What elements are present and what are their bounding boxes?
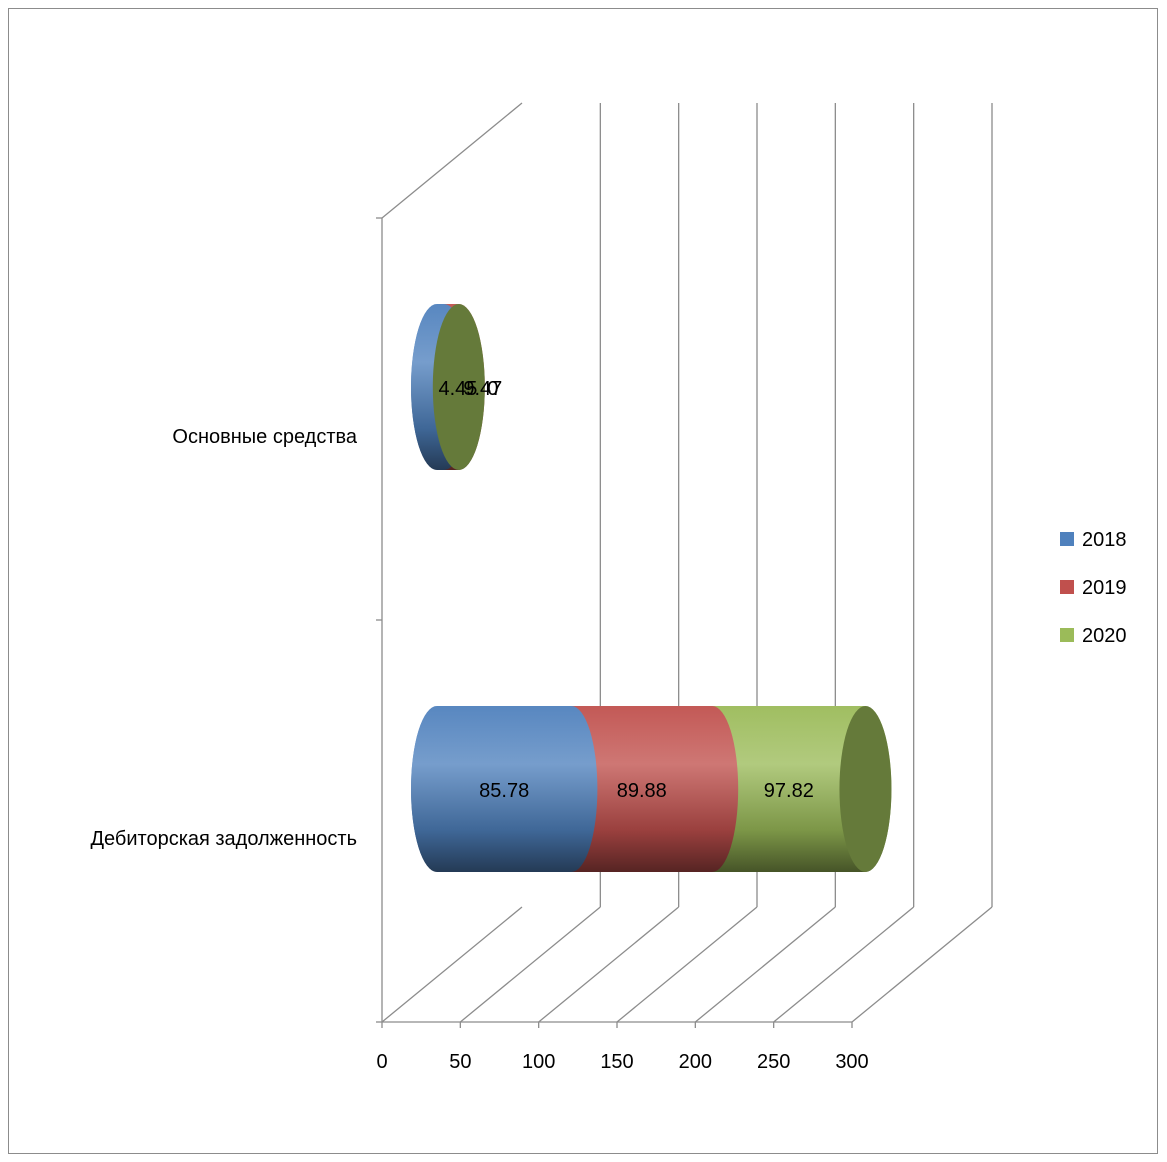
legend-swatch (1060, 628, 1074, 642)
legend-label: 2018 (1082, 529, 1127, 551)
value-label: 0 (487, 378, 498, 400)
value-label: 85.78 (479, 780, 529, 802)
floor-gridline (773, 906, 915, 1023)
bar-end-cap (432, 304, 485, 470)
legend: 2018 2019 2020 (1060, 529, 1127, 647)
x-tick-label: 150 (600, 1051, 633, 1073)
category-label: Основные средства (172, 426, 357, 448)
grid-layer: 0 50 100 150 200 250 300 (376, 102, 993, 1073)
floor-gridline (381, 906, 523, 1023)
x-tick-label: 250 (757, 1051, 790, 1073)
legend-swatch (1060, 580, 1074, 594)
floor-gridline (538, 906, 680, 1023)
floor-gridline (616, 906, 758, 1023)
x-tick-label: 200 (679, 1051, 712, 1073)
legend-label: 2019 (1082, 577, 1127, 599)
chart-frame (8, 8, 1158, 1154)
left-wall-top-edge (381, 102, 523, 219)
value-label: 97.82 (764, 780, 814, 802)
bar-end-cap (839, 706, 892, 872)
value-label: 4.45 (439, 378, 478, 400)
legend-swatch (1060, 532, 1074, 546)
floor-gridline (851, 906, 993, 1023)
floor-gridline (459, 906, 601, 1023)
value-label: 89.88 (617, 780, 667, 802)
floor-gridline (694, 906, 836, 1023)
x-tick-label: 0 (376, 1051, 387, 1073)
x-tick-label: 100 (522, 1051, 555, 1073)
legend-label: 2020 (1082, 625, 1127, 647)
value-label: 9.47 (463, 378, 502, 400)
bars-layer (411, 304, 892, 872)
labels-layer: Дебиторская задолженность 85.78 89.88 97.82… (90, 378, 813, 850)
x-tick-label: 50 (449, 1051, 471, 1073)
bar-segment (686, 705, 892, 872)
bar-segment (411, 705, 598, 872)
x-tick-label: 300 (835, 1051, 868, 1073)
category-label: Дебиторская задолженность (90, 828, 357, 850)
